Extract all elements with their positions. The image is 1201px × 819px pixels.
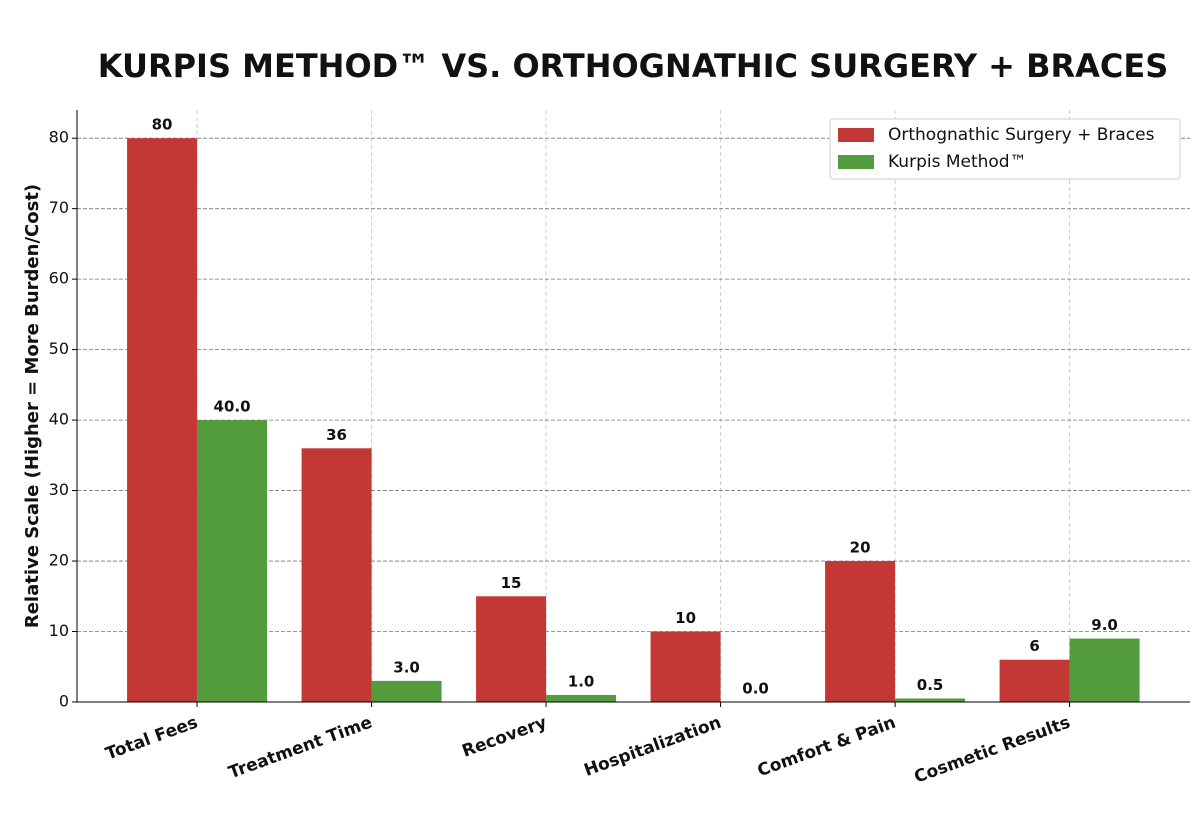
bar <box>371 680 442 702</box>
legend-swatch <box>838 155 874 169</box>
y-tick-label: 30 <box>49 480 69 499</box>
y-tick-label: 20 <box>49 551 69 570</box>
data-label: 40.0 <box>214 398 251 416</box>
bar <box>197 420 268 702</box>
legend-box <box>829 118 1181 180</box>
data-label: 1.0 <box>568 672 595 690</box>
legend-label: Orthognathic Surgery + Braces <box>888 125 1155 145</box>
x-tick-label: Cosmetic Results <box>912 713 1073 788</box>
x-tick-label: Total Fees <box>103 713 200 765</box>
y-tick-label: 60 <box>49 269 69 288</box>
data-label: 3.0 <box>393 658 420 676</box>
x-tick-label: Recovery <box>460 713 550 762</box>
y-tick-label: 0 <box>59 692 69 711</box>
bar <box>825 561 896 702</box>
x-tick-label: Treatment Time <box>226 713 375 784</box>
bar <box>476 596 547 702</box>
data-label: 80 <box>152 116 173 134</box>
bar <box>127 138 198 702</box>
bar <box>1069 638 1140 702</box>
x-tick-label: Comfort & Pain <box>755 713 899 782</box>
y-tick-label: 40 <box>49 410 69 429</box>
data-label: 10 <box>675 609 696 627</box>
bar <box>301 448 372 702</box>
y-tick-label: 10 <box>49 621 69 640</box>
bar <box>546 694 617 702</box>
data-label: 15 <box>501 574 522 592</box>
chart-title: KURPIS METHOD™ VS. ORTHOGNATHIC SURGERY … <box>98 47 1169 85</box>
data-label: 20 <box>850 539 871 557</box>
data-label: 0.5 <box>917 676 944 694</box>
legend-swatch <box>838 128 874 142</box>
data-label: 9.0 <box>1091 616 1118 634</box>
y-tick-label: 70 <box>49 198 69 217</box>
y-axis-label: Relative Scale (Higher = More Burden/Cos… <box>22 184 43 628</box>
y-tick-label: 80 <box>49 128 69 147</box>
y-tick-label: 50 <box>49 339 69 358</box>
legend: Orthognathic Surgery + Braces Kurpis Meth… <box>829 118 1181 180</box>
data-label: 36 <box>326 426 347 444</box>
data-label: 6 <box>1029 637 1039 655</box>
bar <box>650 631 721 702</box>
x-tick-label: Hospitalization <box>581 713 724 781</box>
legend-label: Kurpis Method™ <box>888 152 1027 172</box>
data-label: 0.0 <box>742 680 769 698</box>
bar <box>999 659 1070 702</box>
bar <box>895 698 966 702</box>
